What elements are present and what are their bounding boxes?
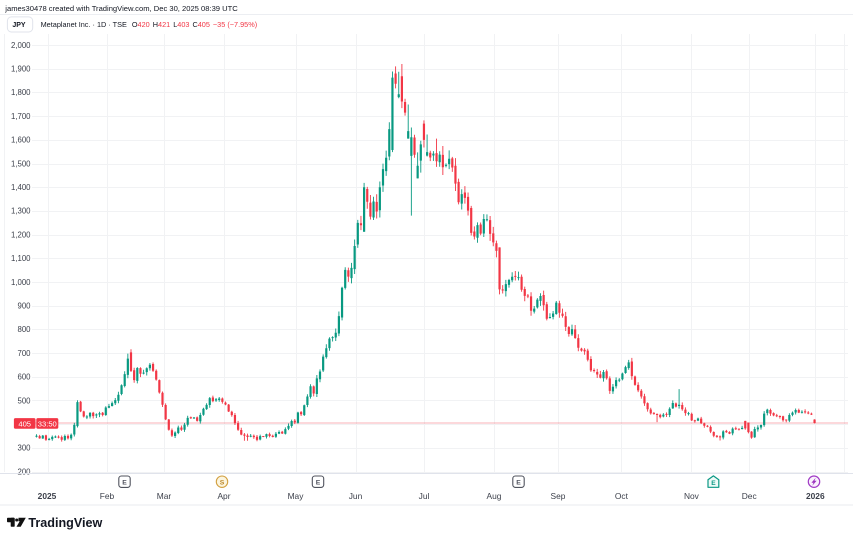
svg-text:E: E xyxy=(516,480,521,487)
svg-text:1,600: 1,600 xyxy=(11,136,31,145)
svg-text:E: E xyxy=(316,480,321,487)
svg-text:May: May xyxy=(288,491,305,501)
svg-text:Jul: Jul xyxy=(419,491,430,501)
svg-text:700: 700 xyxy=(17,349,31,358)
svg-text:Apr: Apr xyxy=(217,491,230,501)
svg-text:Nov: Nov xyxy=(684,491,700,501)
svg-text:1,000: 1,000 xyxy=(11,278,31,287)
svg-text:800: 800 xyxy=(17,325,31,334)
svg-text:S: S xyxy=(220,480,225,487)
svg-text:Oct: Oct xyxy=(615,491,629,501)
svg-text:Aug: Aug xyxy=(487,491,502,501)
svg-text:2026: 2026 xyxy=(806,491,825,501)
svg-text:1,800: 1,800 xyxy=(11,88,31,97)
svg-text:Mar: Mar xyxy=(157,491,172,501)
svg-text:E: E xyxy=(711,480,716,487)
svg-text:JPY: JPY xyxy=(12,22,26,29)
svg-text:405: 405 xyxy=(18,419,31,428)
svg-text:1,700: 1,700 xyxy=(11,112,31,121)
svg-text:james30478 created with Tradin: james30478 created with TradingView.com,… xyxy=(4,4,238,13)
svg-text:Jun: Jun xyxy=(349,491,363,501)
svg-text:1,200: 1,200 xyxy=(11,230,31,239)
svg-text:300: 300 xyxy=(17,444,31,453)
svg-text:500: 500 xyxy=(17,396,31,405)
svg-text:900: 900 xyxy=(17,302,31,311)
svg-text:1,300: 1,300 xyxy=(11,207,31,216)
svg-text:600: 600 xyxy=(17,373,31,382)
svg-text:1,400: 1,400 xyxy=(11,183,31,192)
svg-text:1,500: 1,500 xyxy=(11,159,31,168)
svg-text:2025: 2025 xyxy=(38,491,57,501)
svg-text:Metaplanet Inc. · 1D · TSE O42: Metaplanet Inc. · 1D · TSE O420 H421 L403 C… xyxy=(41,20,258,29)
svg-text:Feb: Feb xyxy=(100,491,115,501)
svg-text:TradingView: TradingView xyxy=(28,516,102,530)
svg-text:33:50: 33:50 xyxy=(38,419,57,428)
svg-text:1,900: 1,900 xyxy=(11,65,31,74)
svg-text:E: E xyxy=(122,480,127,487)
svg-text:Sep: Sep xyxy=(551,491,566,501)
svg-text:Dec: Dec xyxy=(742,491,757,501)
svg-text:1,100: 1,100 xyxy=(11,254,31,263)
svg-text:2,000: 2,000 xyxy=(11,41,31,50)
svg-text:200: 200 xyxy=(17,467,31,476)
